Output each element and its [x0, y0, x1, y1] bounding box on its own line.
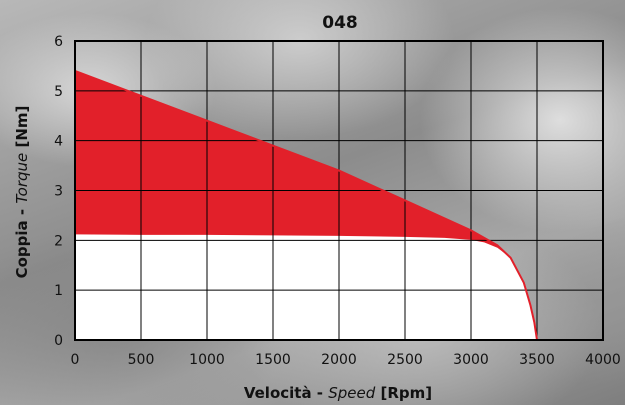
y-tick-label: 5	[54, 84, 63, 100]
x-axis-label-italic: Speed	[328, 384, 376, 402]
continuous-torque-area	[75, 234, 537, 340]
y-tick-labels: 0 1 2 3 4 5 6	[54, 34, 63, 349]
plot-frame	[74, 40, 604, 341]
x-tick-label: 1000	[189, 352, 225, 368]
x-axis-label: Velocità - Speed [Rpm]	[244, 384, 432, 402]
y-axis-label-italic: Torque	[13, 153, 31, 204]
x-tick-label: 0	[71, 352, 80, 368]
x-tick-label: 2500	[387, 352, 423, 368]
chart-title: 048	[322, 13, 358, 33]
y-tick-label: 0	[54, 333, 63, 349]
plot-area	[74, 40, 604, 341]
y-tick-label: 4	[54, 134, 63, 150]
y-axis-label-post: [Nm]	[13, 106, 31, 153]
x-tick-label: 3000	[453, 352, 489, 368]
y-axis-label: Coppia - Torque [Nm]	[13, 106, 31, 279]
y-tick-label: 1	[54, 283, 63, 299]
peak-torque-line	[74, 69, 538, 341]
x-tick-label: 4000	[585, 352, 621, 368]
x-tick-label: 2000	[321, 352, 357, 368]
x-axis-label-post: [Rpm]	[375, 384, 432, 402]
x-tick-label: 3500	[519, 352, 555, 368]
x-tick-labels: 0 500 1000 1500 2000 2500 3000 3500 4000	[71, 352, 621, 368]
y-axis-label-pre: Coppia -	[13, 204, 31, 279]
x-axis-label-pre: Velocità -	[244, 384, 328, 402]
y-tick-label: 6	[54, 34, 63, 50]
x-tick-label: 500	[128, 352, 155, 368]
y-tick-label: 3	[54, 184, 63, 200]
y-tick-label: 2	[54, 233, 63, 249]
x-tick-label: 1500	[255, 352, 291, 368]
